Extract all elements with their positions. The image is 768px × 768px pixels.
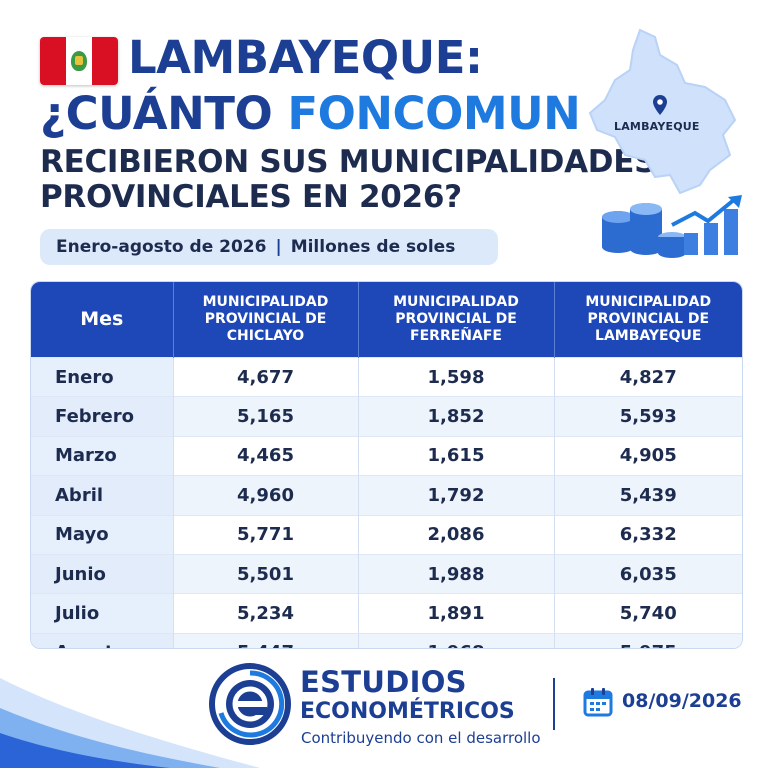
- title-line-4: PROVINCIALES EN 2026?: [40, 179, 462, 215]
- cell-month: Marzo: [31, 435, 174, 476]
- cell-lambayeque: 6,035: [554, 553, 742, 594]
- data-table: Mes MUNICIPALIDAD PROVINCIAL DE CHICLAYO…: [31, 282, 742, 648]
- cell-ferrenafe: 1,968: [358, 632, 555, 648]
- cell-month: Mayo: [31, 514, 174, 555]
- cell-lambayeque: 4,905: [554, 435, 742, 476]
- cell-lambayeque: 5,975: [554, 632, 742, 648]
- cell-ferrenafe: 1,891: [358, 593, 555, 634]
- cell-lambayeque: 5,593: [554, 396, 742, 437]
- brand-name-line-2: ECONOMÉTRICOS: [300, 699, 515, 724]
- cell-chiclayo: 5,447: [173, 632, 359, 648]
- publication-date: 08/09/2026: [622, 690, 742, 712]
- cell-month: Abril: [31, 475, 174, 516]
- subtitle-pill: Enero-agosto de 2026 | Millones de soles: [40, 229, 498, 265]
- cell-lambayeque: 5,740: [554, 593, 742, 634]
- cell-chiclayo: 5,165: [173, 396, 359, 437]
- cell-lambayeque: 5,439: [554, 475, 742, 516]
- cell-month: Enero: [31, 356, 174, 397]
- table-row: Enero 4,677 1,598 4,827: [31, 356, 742, 397]
- map-label: LAMBAYEQUE: [614, 120, 700, 133]
- cell-chiclayo: 4,677: [173, 356, 359, 397]
- cell-month: Junio: [31, 553, 174, 594]
- cell-month: Agosto: [31, 632, 174, 648]
- cell-ferrenafe: 1,792: [358, 475, 555, 516]
- cell-ferrenafe: 2,086: [358, 514, 555, 555]
- header-lambayeque: MUNICIPALIDAD PROVINCIAL DE LAMBAYEQUE: [554, 282, 742, 358]
- cell-chiclayo: 5,771: [173, 514, 359, 555]
- cell-month: Febrero: [31, 396, 174, 437]
- foncomun-table: Mes MUNICIPALIDAD PROVINCIAL DE CHICLAYO…: [30, 281, 743, 649]
- coins-growth-icon: [602, 195, 742, 258]
- header-ferrenafe: MUNICIPALIDAD PROVINCIAL DE FERREÑAFE: [358, 282, 555, 358]
- table-row: Abril 4,960 1,792 5,439: [31, 475, 742, 516]
- header-chiclayo: MUNICIPALIDAD PROVINCIAL DE CHICLAYO: [173, 282, 359, 358]
- cell-ferrenafe: 1,852: [358, 396, 555, 437]
- table-row: Mayo 5,771 2,086 6,332: [31, 514, 742, 555]
- cell-lambayeque: 6,332: [554, 514, 742, 555]
- subtitle-unit: Millones de soles: [290, 237, 456, 257]
- table-row: Febrero 5,165 1,852 5,593: [31, 396, 742, 437]
- cell-chiclayo: 4,465: [173, 435, 359, 476]
- subtitle-separator: |: [275, 237, 282, 257]
- cell-lambayeque: 4,827: [554, 356, 742, 397]
- cell-ferrenafe: 1,598: [358, 356, 555, 397]
- brand-name-line-1: ESTUDIOS: [300, 665, 467, 699]
- cell-ferrenafe: 1,615: [358, 435, 555, 476]
- header-mes: Mes: [31, 282, 174, 358]
- corner-wave-decoration: [0, 678, 260, 768]
- table-row: Junio 5,501 1,988 6,035: [31, 553, 742, 594]
- cell-ferrenafe: 1,988: [358, 553, 555, 594]
- map-pin-icon: [653, 95, 667, 115]
- title-line-2: ¿CUÁNTO FONCOMUN: [40, 87, 581, 140]
- table-row: Julio 5,234 1,891 5,740: [31, 593, 742, 634]
- table-header-row: Mes MUNICIPALIDAD PROVINCIAL DE CHICLAYO…: [31, 282, 742, 358]
- calendar-icon: [583, 688, 613, 717]
- title-line-3: RECIBIERON SUS MUNICIPALIDADES: [40, 144, 657, 180]
- title-question: ¿CUÁNTO: [40, 87, 273, 140]
- cell-month: Julio: [31, 593, 174, 634]
- title-foncomun: FONCOMUN: [287, 87, 581, 140]
- cell-chiclayo: 5,234: [173, 593, 359, 634]
- peru-flag-icon: [40, 37, 118, 85]
- estudios-logo-icon: [209, 663, 291, 745]
- brand-tagline: Contribuyendo con el desarrollo: [301, 729, 541, 747]
- subtitle-period: Enero-agosto de 2026: [56, 237, 267, 257]
- table-row: Agosto 5,447 1,968 5,975: [31, 632, 742, 648]
- cell-chiclayo: 4,960: [173, 475, 359, 516]
- footer-divider: [553, 678, 555, 730]
- table-row: Marzo 4,465 1,615 4,905: [31, 435, 742, 476]
- cell-chiclayo: 5,501: [173, 553, 359, 594]
- title-line-1: LAMBAYEQUE:: [128, 31, 483, 84]
